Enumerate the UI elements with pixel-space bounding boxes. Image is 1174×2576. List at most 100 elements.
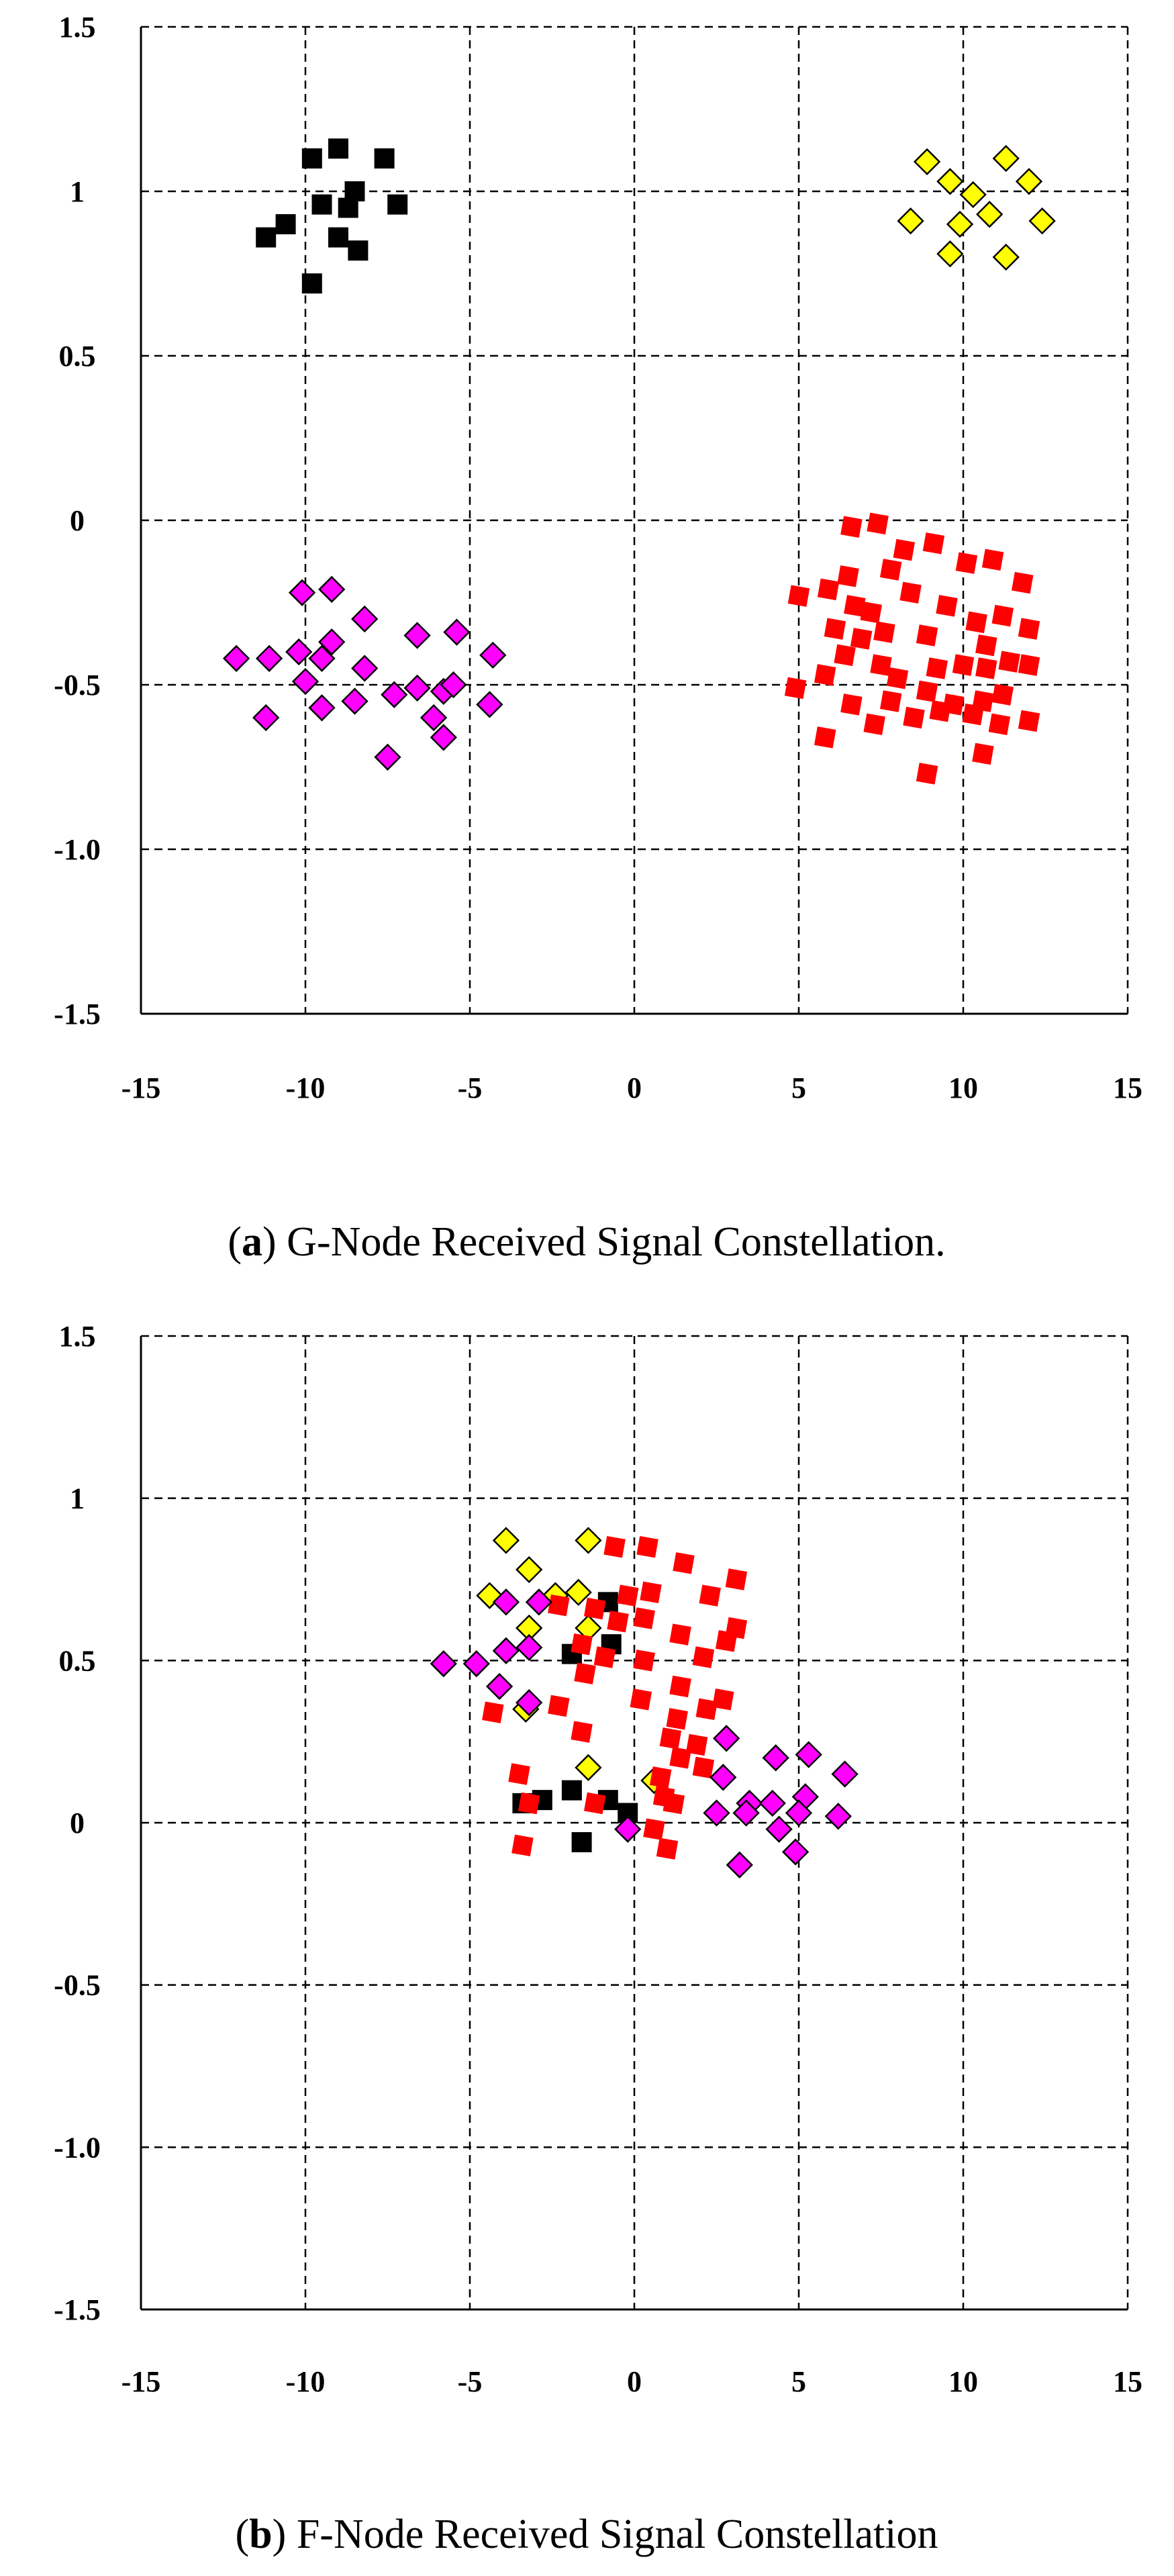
- panel-a-y-tick-6: -1.5: [54, 998, 101, 1031]
- panel-a-y-tick-0: 1.5: [59, 11, 96, 44]
- panel-a-magenta-point-0: [288, 579, 316, 606]
- panel-a-red-point-1: [867, 512, 889, 535]
- panel-a-black-point-9: [328, 227, 348, 248]
- panel-a-red-point-28: [926, 657, 948, 679]
- panel-a-x-tick-2: -5: [458, 1071, 483, 1104]
- panel-a-magenta-point-12: [291, 667, 320, 696]
- panel-b-red-point-22: [548, 1695, 570, 1717]
- panel-a-marks: [222, 138, 1056, 785]
- panel-b-y-tick-1: 1: [70, 1482, 85, 1515]
- panel-b-y-tick-6: -1.5: [54, 2293, 101, 2326]
- panel-a-red-point-34: [879, 690, 902, 712]
- panel-b-magenta-point-7: [516, 1689, 543, 1717]
- panel-b-magenta-point-1: [525, 1588, 553, 1616]
- panel-b-yellow-point-9: [575, 1754, 602, 1781]
- panel-a-frame: [140, 27, 1129, 1015]
- panel-a-red-point-9: [981, 548, 1004, 571]
- panel-a-red-point-2: [787, 585, 810, 607]
- panel-b-red-point-12: [669, 1623, 691, 1645]
- panel-a-magenta-point-1: [318, 575, 346, 604]
- panel-a-red-point-43: [988, 713, 1011, 736]
- panel-b-marks: [430, 1527, 859, 1878]
- panel-a-y-tick-4: -0.5: [54, 669, 101, 702]
- panel-a-red-point-4: [837, 565, 859, 587]
- panel-a-red-point-21: [975, 634, 997, 657]
- panel-b-x-tick-0: -15: [121, 2365, 161, 2398]
- panel-b-magenta-point-3: [462, 1650, 490, 1678]
- panel-b-red-point-1: [636, 1535, 658, 1558]
- panel-a-x-tick-4: 5: [791, 1071, 806, 1104]
- panel-b-black-point-8: [571, 1832, 592, 1852]
- panel-a-red-point-0: [840, 516, 863, 538]
- panel-b-magenta-point-11: [831, 1760, 859, 1788]
- panel-a-black-point-11: [301, 273, 322, 294]
- panel-a-red-point-7: [922, 532, 945, 555]
- panel-a-red-point-20: [916, 624, 938, 647]
- panel-b-red-point-19: [669, 1675, 691, 1698]
- panel-a-yellow-point-4: [1015, 168, 1043, 195]
- panel-a-yellow-point-3: [959, 181, 987, 209]
- panel-a-red-point-30: [975, 657, 997, 679]
- panel-a-black-point-6: [338, 197, 358, 218]
- panel-a-red-point-11: [844, 595, 866, 617]
- panel-b-red-point-21: [482, 1701, 504, 1723]
- panel-b-yellow-point-1: [575, 1527, 602, 1554]
- panel-a-yellow-point-9: [936, 240, 964, 268]
- panel-a-red-point-33: [840, 694, 863, 716]
- panel-a-magenta-point-2: [351, 605, 379, 633]
- panel-a-yellow-point-1: [992, 144, 1020, 173]
- panel-b-magenta-point-12: [710, 1764, 737, 1791]
- panel-b-caption: (b) F-Node Received Signal Constellation: [236, 2512, 938, 2557]
- panel-a-red-point-23: [814, 664, 836, 686]
- panel-a-x-tick-3: 0: [627, 1071, 642, 1104]
- panel-a-x-tick-1: -10: [286, 1071, 326, 1104]
- panel-b-red-point-3: [725, 1568, 748, 1590]
- panel-a-red-point-25: [834, 644, 856, 667]
- panel-a-ticks: -15 -10 -5 0 5 10 15 1.5 1 0.5 0 -0.5 -1.0 -1.5: [54, 11, 1142, 1104]
- panel-b-red-point-17: [633, 1650, 655, 1672]
- panel-b-magenta-point-4: [492, 1637, 520, 1664]
- panel-a-red-point-31: [998, 651, 1020, 673]
- panel-a-magenta-point-5: [285, 638, 313, 666]
- panel-b-red-point-15: [574, 1662, 596, 1684]
- panel-a-black-point-7: [387, 194, 408, 215]
- panel-b-magenta-point-21: [765, 1815, 793, 1843]
- panel-a-black-point-2: [374, 148, 395, 169]
- panel-a-red-point-16: [965, 611, 987, 634]
- panel-b-magenta-point-18: [785, 1799, 813, 1827]
- panel-a-x-tick-5: 10: [948, 1071, 978, 1104]
- panel-a-red-point-5: [879, 559, 902, 581]
- panel-b-magenta-point-23: [726, 1851, 753, 1878]
- panel-b-red-point-31: [669, 1747, 691, 1769]
- panel-a-red-point-14: [899, 581, 922, 604]
- panel-b-red-point-28: [685, 1733, 708, 1756]
- panel-a-red-point-24: [784, 677, 807, 700]
- panel-b-red-point-6: [699, 1584, 721, 1607]
- panel-b-magenta-point-0: [492, 1588, 520, 1616]
- panel-b-red-point-26: [571, 1721, 593, 1743]
- panel-b-magenta-point-14: [759, 1789, 786, 1817]
- panel-b-x-tick-4: 5: [791, 2365, 806, 2398]
- panel-a-x-tick-6: 15: [1113, 1071, 1142, 1104]
- panel-a-magenta-point-11: [479, 641, 507, 669]
- panel-b-red-point-34: [583, 1792, 606, 1815]
- panel-b-x-tick-5: 10: [948, 2365, 978, 2398]
- panel-b-red-point-4: [616, 1584, 639, 1607]
- panel-a-red-point-15: [936, 595, 958, 617]
- panel-a-red-point-19: [850, 628, 873, 650]
- panel-b-red-point-5: [640, 1581, 662, 1604]
- panel-b-magenta-point-19: [824, 1803, 852, 1830]
- panel-b-red-point-7: [548, 1594, 570, 1617]
- panel-a-y-tick-2: 0.5: [59, 340, 96, 373]
- panel-a-magenta-point-7: [308, 645, 336, 672]
- panel-b-y-tick-5: -1.0: [54, 2131, 101, 2164]
- panel-b-y-tick-0: 1.5: [59, 1320, 96, 1353]
- panel-b-yellow-point-7: [575, 1614, 602, 1642]
- panel-a-magenta-point-14: [341, 687, 369, 715]
- panel-a-red-point-29: [952, 654, 975, 676]
- panel-a-magenta-point-23: [374, 743, 401, 771]
- panel-a-red-point-13: [873, 621, 895, 643]
- panel-a-y-tick-3: 0: [70, 504, 85, 537]
- panel-b-red-point-39: [511, 1834, 534, 1857]
- panel-a-grid: [141, 26, 1128, 1015]
